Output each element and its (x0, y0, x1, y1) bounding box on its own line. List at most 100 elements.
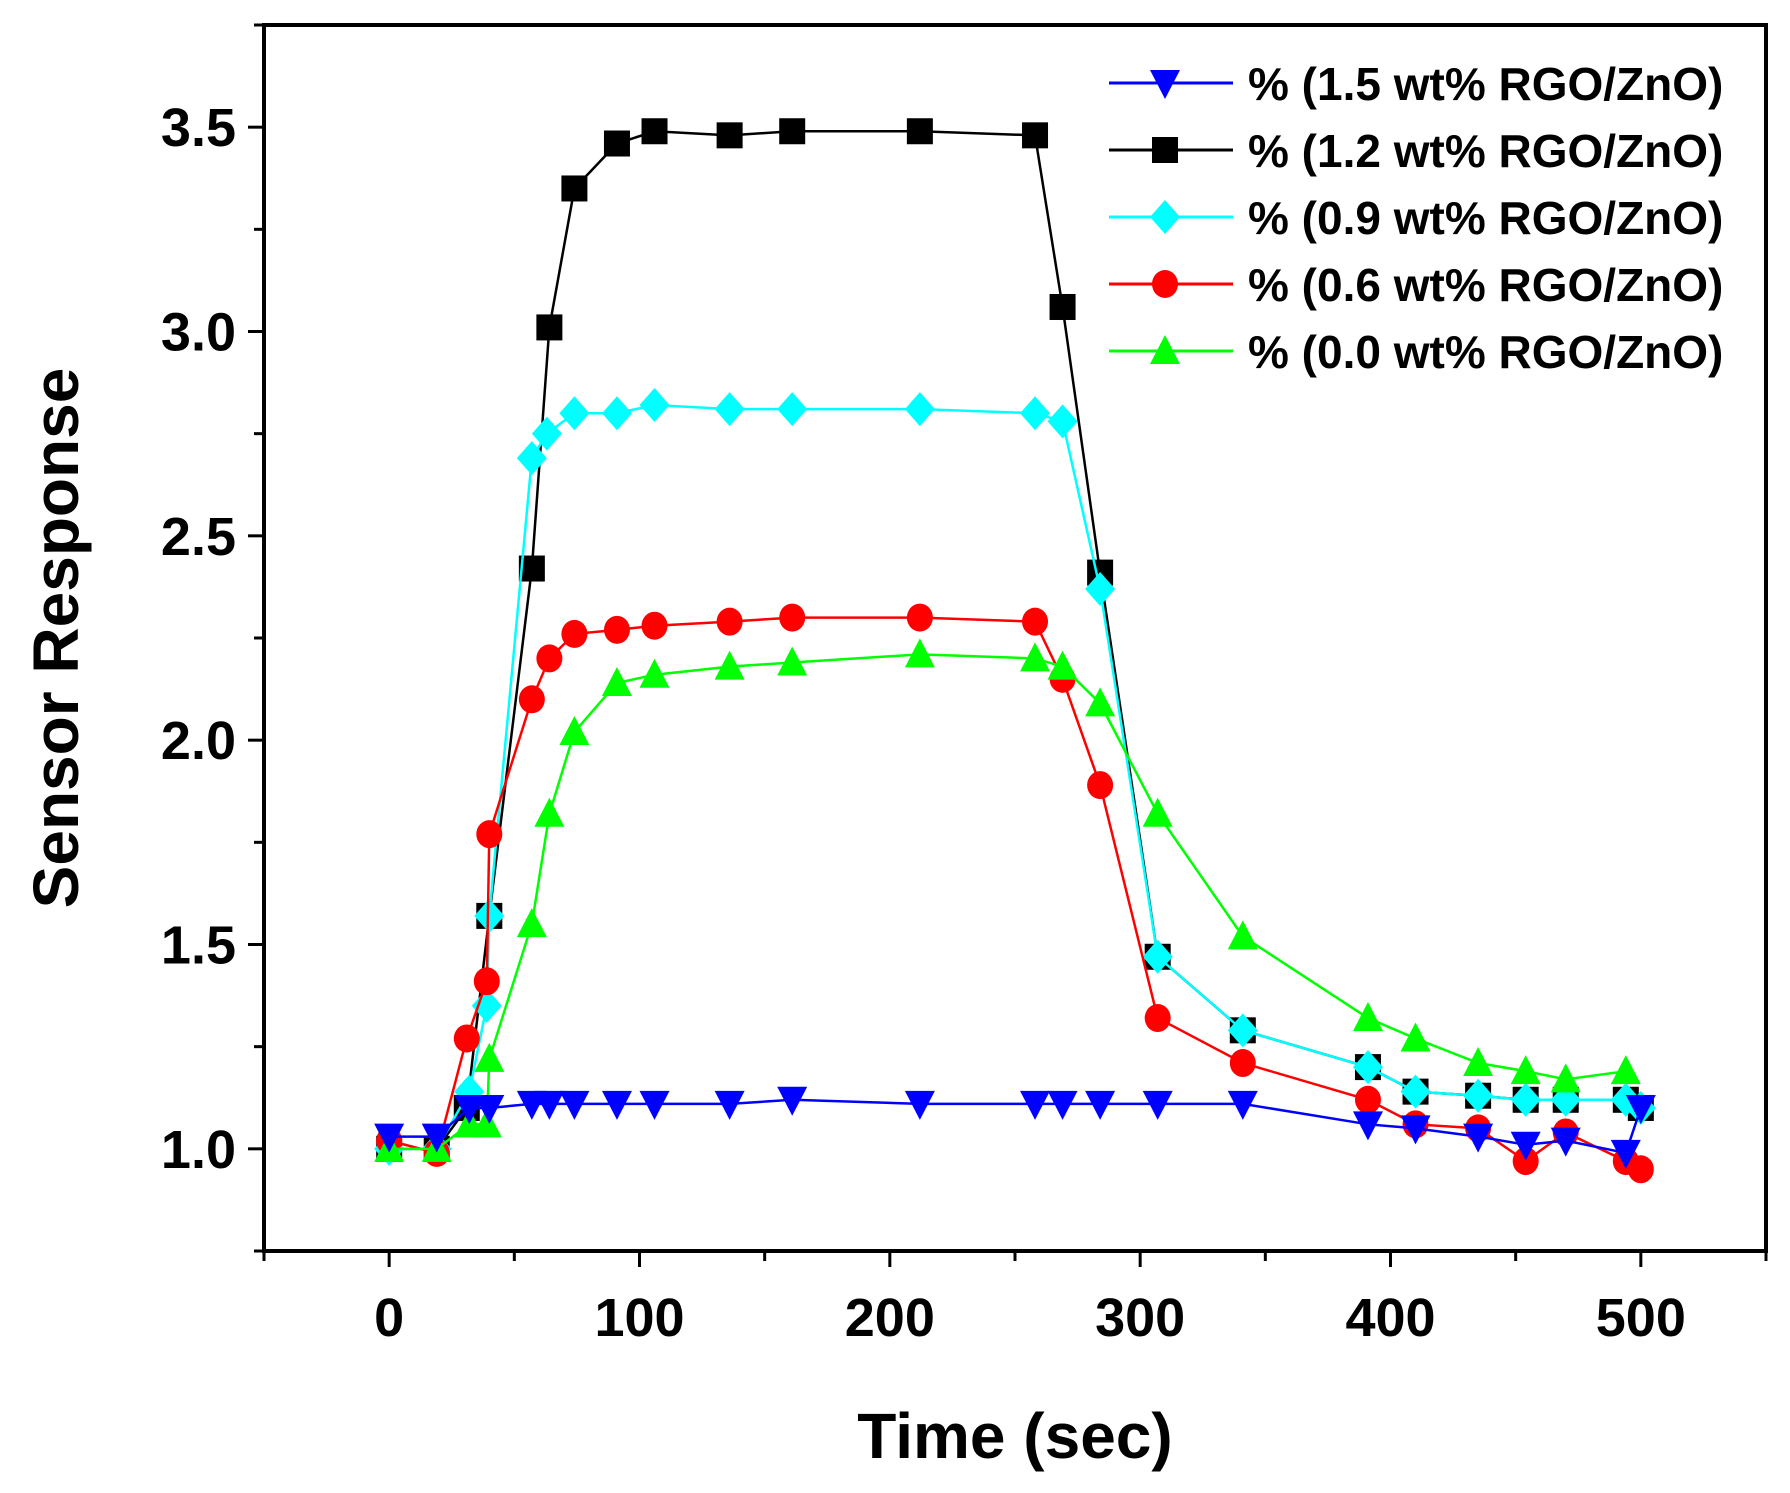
data-point (1020, 1090, 1051, 1120)
data-point (474, 898, 505, 933)
data-point (1085, 687, 1116, 717)
x-tick-label: 300 (1095, 1288, 1185, 1348)
legend: % (1.5 wt% RGO/ZnO) % (1.2 wt% RGO/ZnO) % … (1109, 58, 1723, 378)
data-point (471, 988, 502, 1023)
x-tick-label: 100 (594, 1288, 684, 1348)
data-point (601, 1090, 632, 1120)
y-tick-label: 1.0 (161, 1120, 236, 1180)
data-point (1142, 939, 1173, 974)
x-tick-label: 500 (1596, 1288, 1686, 1348)
data-point (714, 650, 745, 680)
data-point (536, 644, 563, 673)
data-point (534, 797, 565, 827)
data-point (603, 130, 630, 157)
data-point (534, 1090, 565, 1120)
data-point (1352, 1050, 1383, 1085)
legend-label: % (1.2 wt% RGO/ZnO) (1248, 125, 1723, 177)
data-point (1400, 1074, 1431, 1109)
data-point (1610, 1139, 1641, 1169)
data-point (904, 1090, 935, 1120)
data-point (1463, 1047, 1494, 1077)
data-point (1087, 771, 1114, 800)
x-tick-label: 400 (1345, 1288, 1435, 1348)
y-tick-label: 1.5 (161, 916, 236, 976)
legend-marker (1150, 335, 1180, 364)
y-tick-label: 3.0 (161, 303, 236, 363)
data-point (374, 1123, 405, 1153)
series-0 (374, 1086, 1656, 1169)
legend-marker (1150, 70, 1180, 99)
series-group (374, 118, 1656, 1184)
data-point (904, 638, 935, 668)
y-axis-title: Sensor Response (20, 368, 92, 909)
data-point (601, 666, 632, 696)
series-line (389, 403, 1642, 1151)
data-point (639, 388, 670, 423)
legend-label: % (0.6 wt% RGO/ZnO) (1248, 259, 1723, 311)
data-point (561, 619, 588, 648)
data-point (639, 1090, 670, 1120)
data-point (1227, 1013, 1258, 1048)
data-point (559, 1090, 590, 1120)
data-point (1049, 293, 1076, 320)
data-point (454, 1094, 485, 1124)
data-point (1625, 1094, 1656, 1124)
data-point (531, 416, 562, 451)
data-point (1510, 1055, 1541, 1085)
data-point (641, 611, 668, 640)
x-tick-label: 0 (374, 1288, 404, 1348)
legend-item: % (0.6 wt% RGO/ZnO) (1109, 259, 1723, 311)
series-4 (374, 638, 1641, 1162)
data-point (1020, 642, 1051, 672)
legend-marker (1150, 200, 1180, 234)
data-point (906, 118, 933, 145)
data-point (777, 646, 808, 676)
data-point (471, 1108, 502, 1138)
data-point (1463, 1123, 1494, 1153)
data-point (1022, 607, 1049, 636)
data-point (777, 1086, 808, 1116)
legend-label: % (0.9 wt% RGO/ZnO) (1248, 192, 1723, 244)
data-point (516, 908, 547, 938)
data-point (714, 1090, 745, 1120)
data-point (1229, 1049, 1256, 1078)
data-point (559, 396, 590, 431)
y-tick-label: 2.5 (161, 507, 236, 567)
data-point (536, 314, 563, 341)
data-point (1627, 1155, 1654, 1184)
y-tick-label: 2.0 (161, 711, 236, 771)
data-point (1142, 797, 1173, 827)
series-2 (374, 388, 1656, 1166)
data-point (1352, 1111, 1383, 1141)
data-point (1047, 1090, 1078, 1120)
data-point (1463, 1078, 1494, 1113)
legend-item: % (1.5 wt% RGO/ZnO) (1109, 58, 1723, 110)
x-tick-label: 200 (845, 1288, 935, 1348)
data-point (601, 396, 632, 431)
data-point (1227, 920, 1258, 950)
data-point (1085, 1090, 1116, 1120)
legend-item: % (0.0 wt% RGO/ZnO) (1109, 326, 1723, 378)
data-point (561, 175, 588, 202)
data-point (1550, 1127, 1581, 1157)
data-point (474, 1094, 505, 1124)
data-point (421, 1123, 452, 1153)
data-point (474, 1042, 505, 1072)
data-point (1142, 1090, 1173, 1120)
data-point (716, 607, 743, 636)
data-point (906, 603, 933, 632)
series-3 (376, 603, 1654, 1184)
data-point (1510, 1131, 1541, 1161)
data-point (518, 685, 545, 714)
legend-label: % (0.0 wt% RGO/ZnO) (1248, 326, 1723, 378)
data-point (559, 715, 590, 745)
series-line (388, 616, 1642, 1171)
data-point (1512, 1147, 1539, 1176)
data-point (1047, 650, 1078, 680)
data-point (779, 603, 806, 632)
data-point (1047, 404, 1078, 439)
data-point (779, 118, 806, 145)
data-point (1085, 571, 1116, 606)
axis-ticks: 0 100 200 300 400 500 1.0 1.5 2.0 2.5 3.0 3.5 (161, 23, 1768, 1348)
